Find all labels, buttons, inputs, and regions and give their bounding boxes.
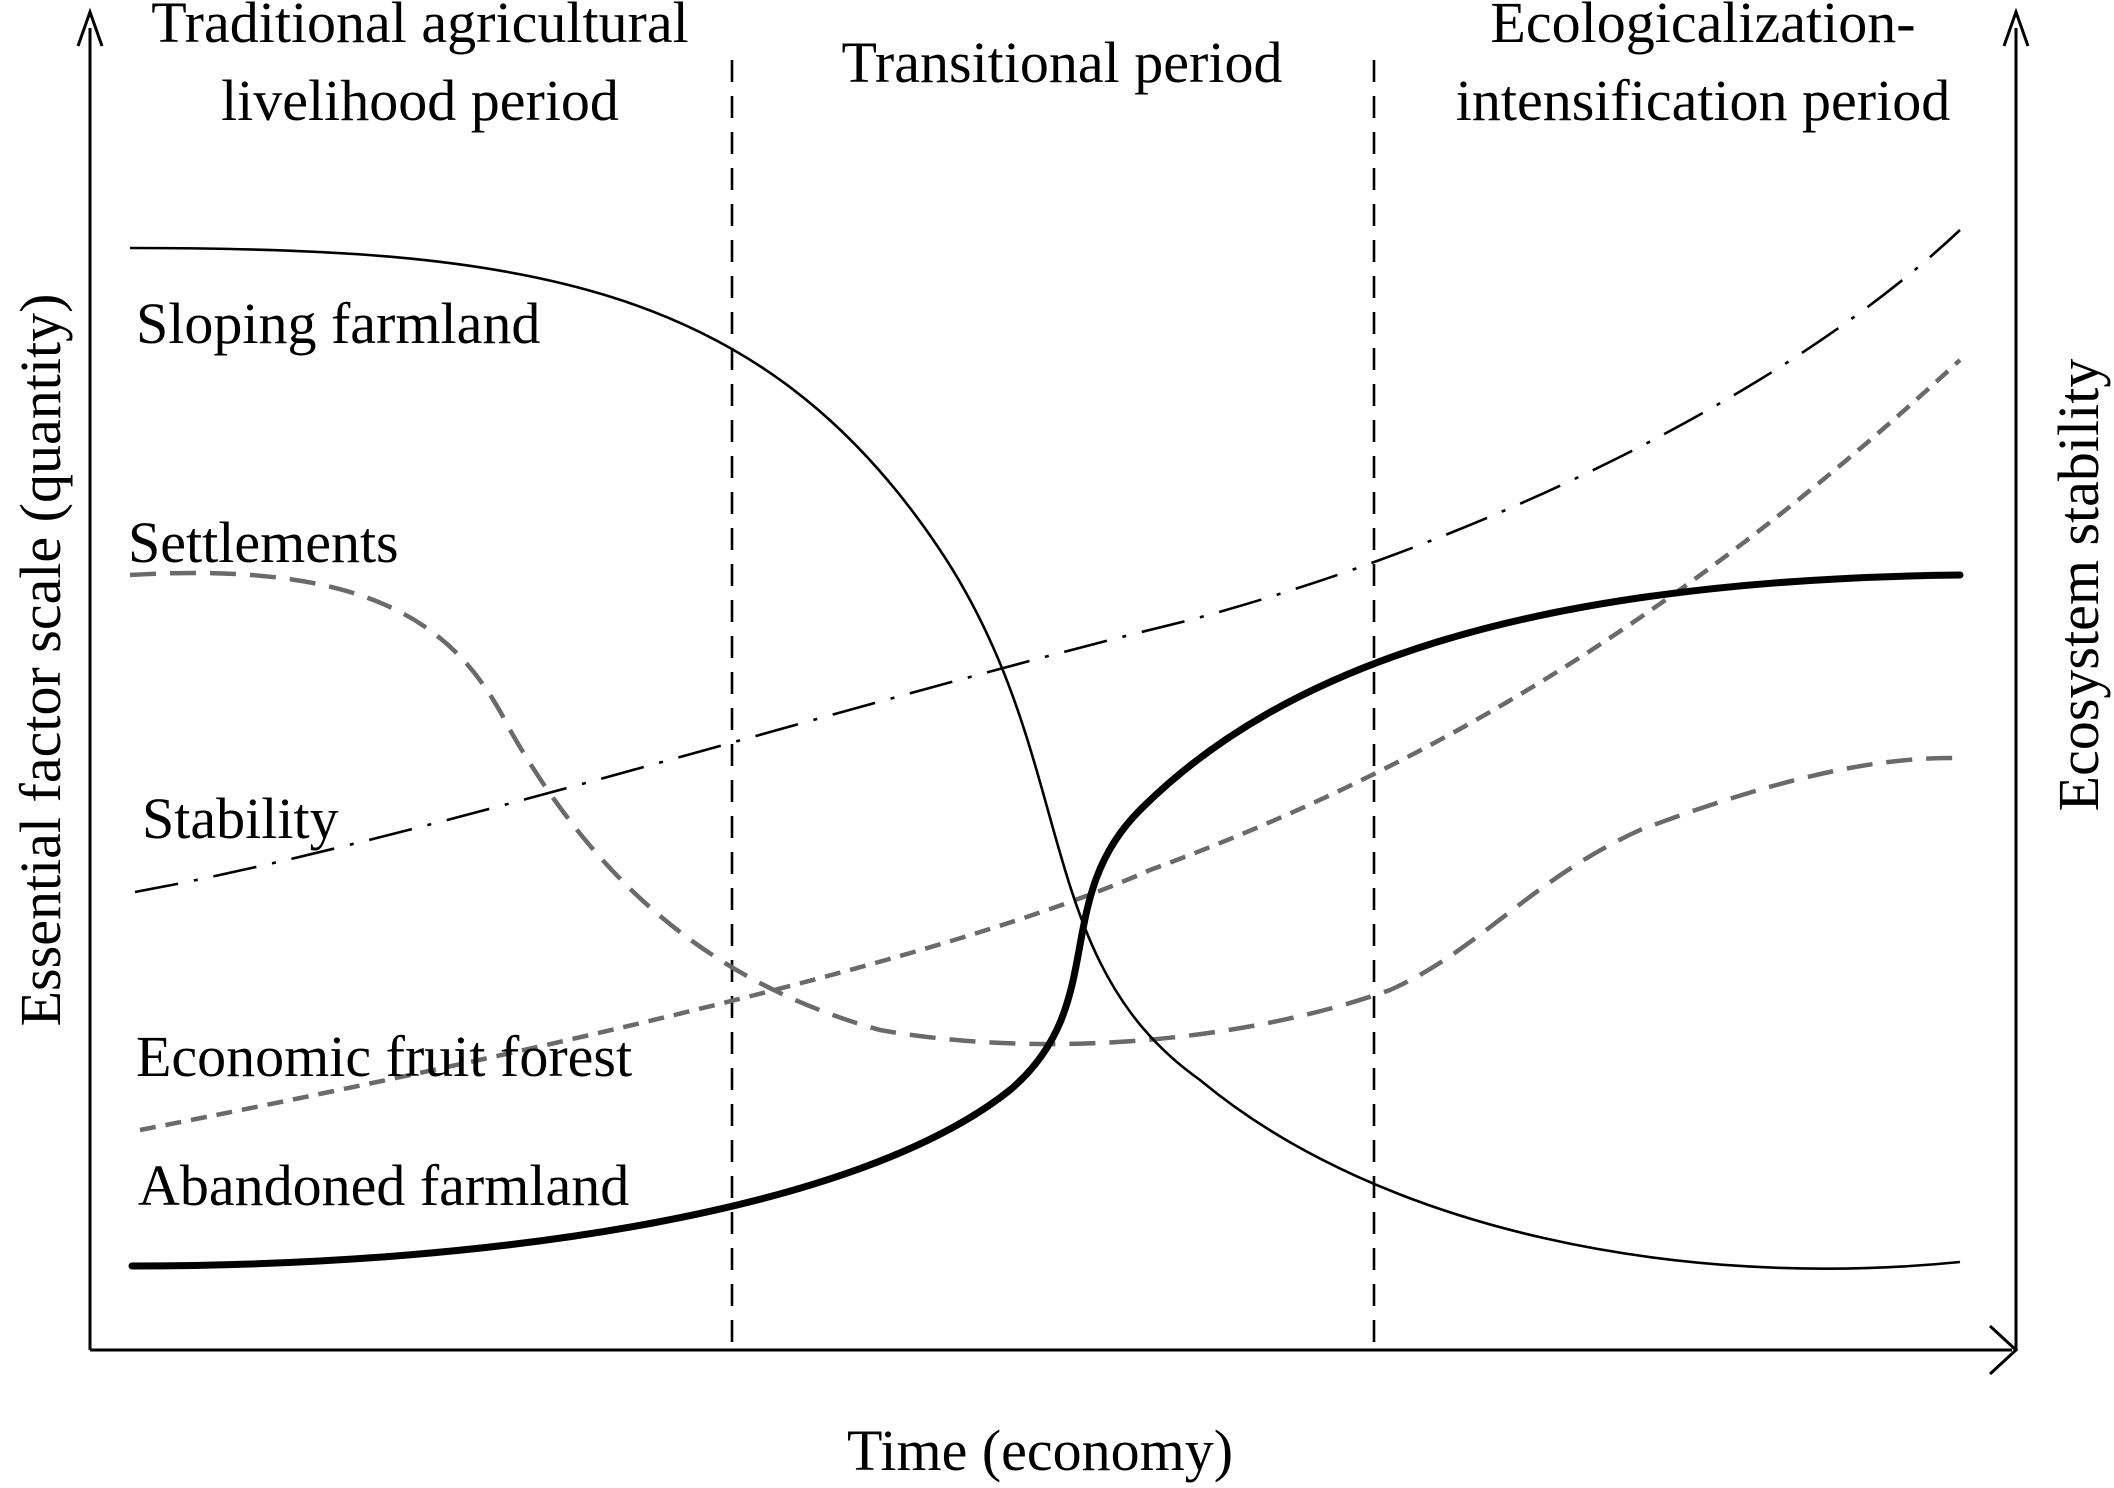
label-settlements: Settlements	[128, 510, 399, 575]
label-stability: Stability	[142, 786, 339, 851]
economic-fruit-forest-curve	[139, 358, 1962, 1133]
label-abandoned-farmland: Abandoned farmland	[138, 1153, 629, 1218]
sloping-farmland-curve	[129, 246, 1961, 1270]
y-right-axis-label: Ecosystem stability	[2046, 359, 2111, 812]
period-ecological-line1: Ecologicalization-	[1490, 0, 1915, 55]
label-sloping-farmland: Sloping farmland	[136, 291, 540, 356]
right-y-axis-arrow	[2002, 7, 2030, 47]
axes	[76, 7, 2030, 1376]
y-left-axis-label: Essential factor scale (quantity)	[8, 294, 73, 1027]
stability-curve	[134, 229, 1961, 894]
label-economic-fruit-forest: Economic fruit forest	[136, 1024, 632, 1089]
period-traditional-line1: Traditional agricultural	[151, 0, 688, 55]
settlements-curve	[129, 570, 1961, 1047]
abandoned-farmland-curve	[128, 571, 1964, 1270]
x-axis-label: Time (economy)	[847, 1418, 1233, 1483]
period-transitional: Transitional period	[842, 30, 1283, 95]
left-y-axis-arrow	[76, 7, 104, 47]
x-axis-arrow	[1988, 1324, 2019, 1376]
period-ecological-line2: intensification period	[1456, 68, 1950, 133]
period-traditional-line2: livelihood period	[221, 68, 619, 133]
